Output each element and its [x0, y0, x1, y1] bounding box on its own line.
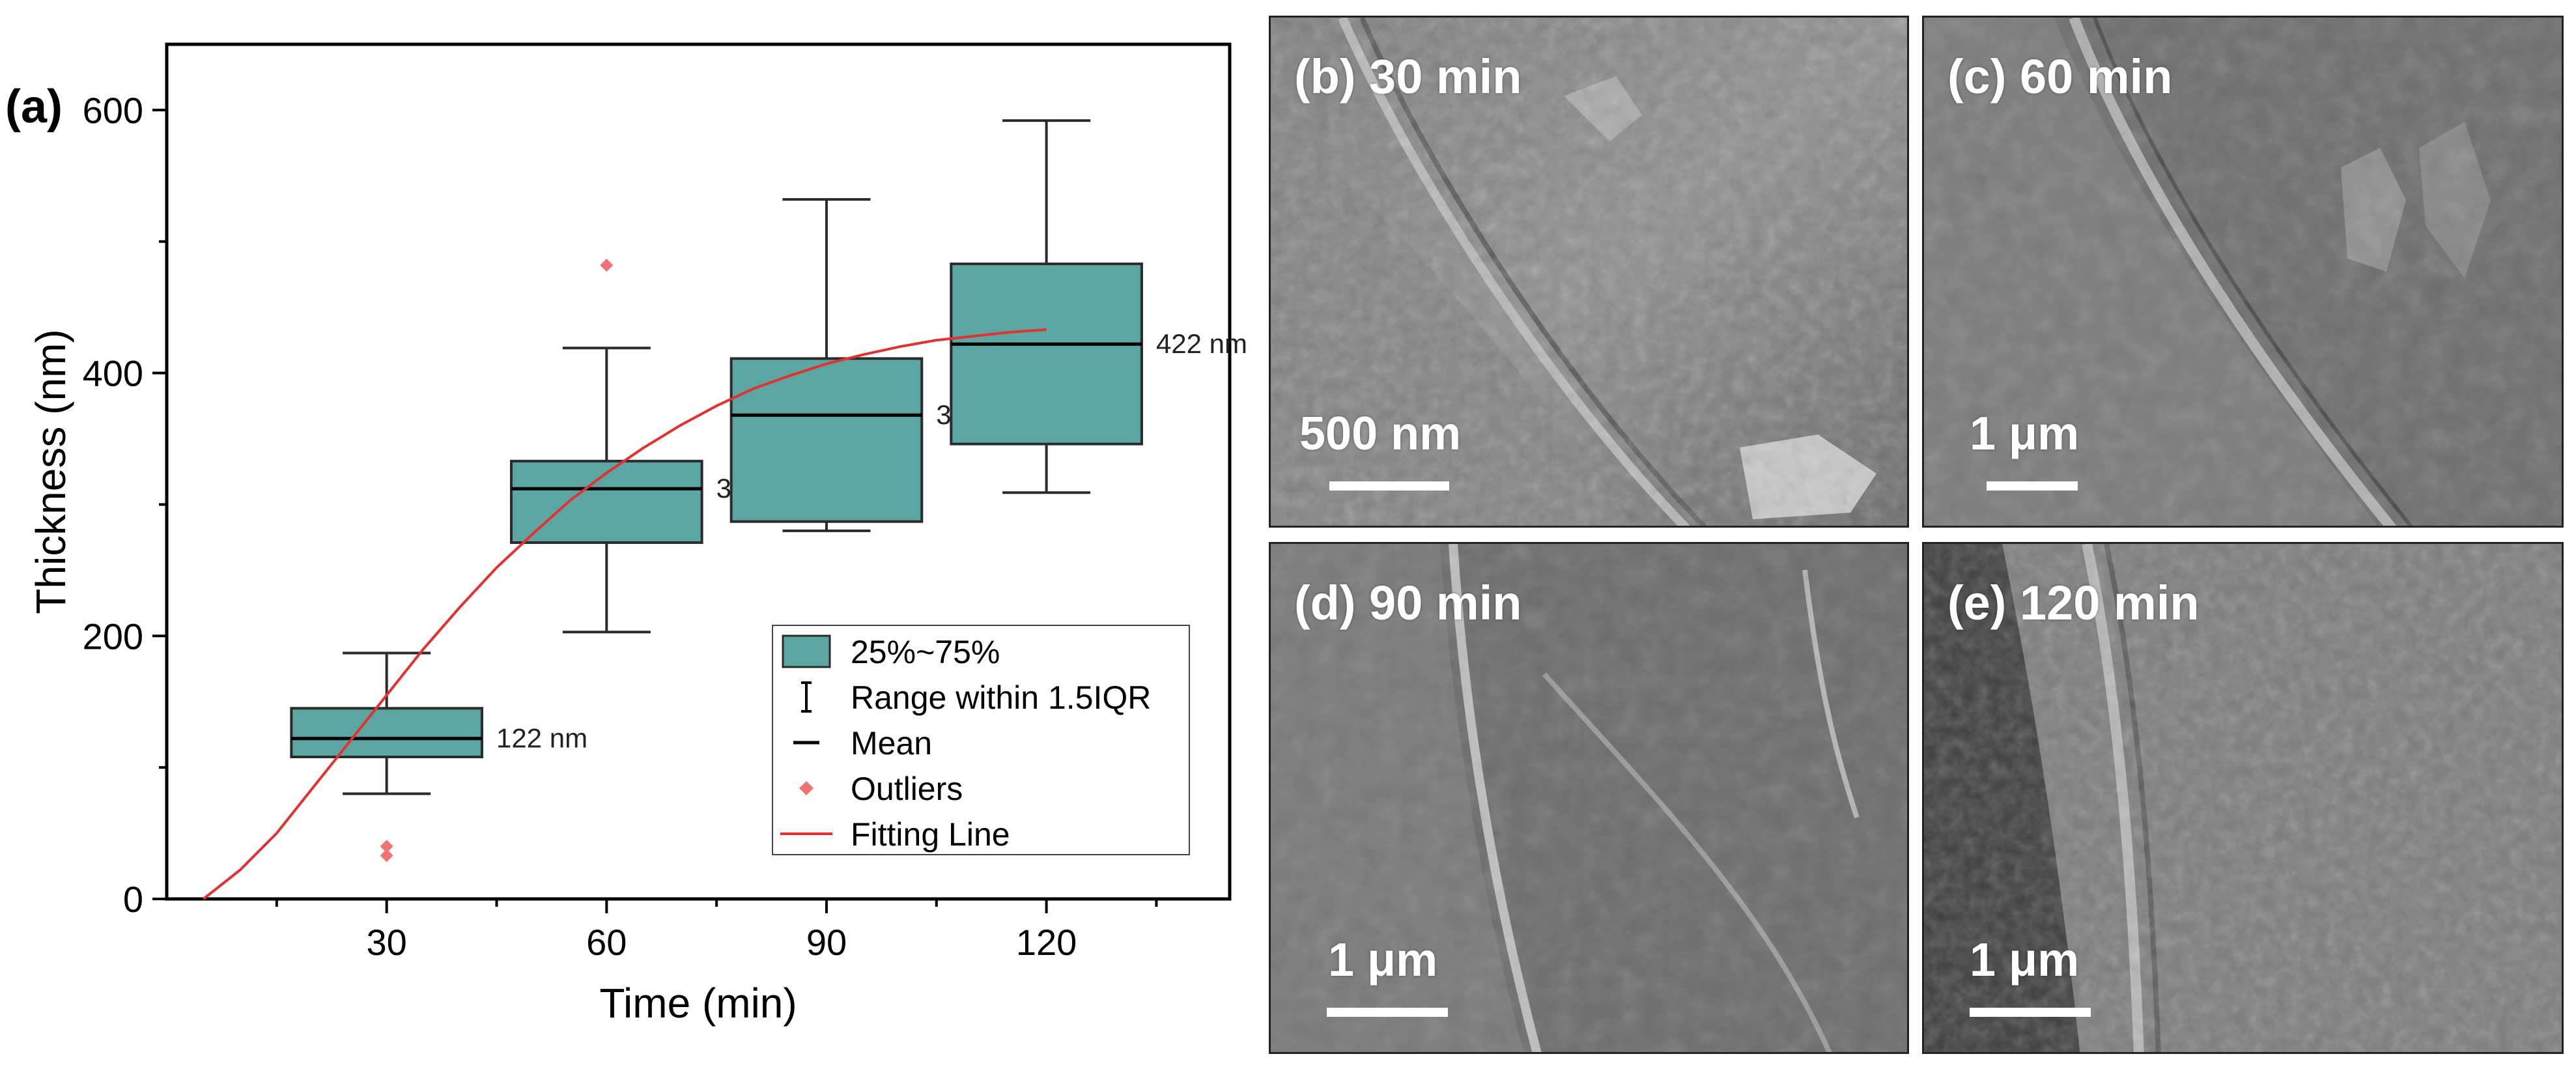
outlier-point: [380, 840, 393, 853]
iqr-box: [290, 707, 483, 759]
sem-panel-c: (c) 60 min 1 μm: [1922, 16, 2564, 528]
scale-bar-b: [1329, 481, 1449, 491]
plot-frame: [165, 42, 1232, 901]
sem-panel-e: (e) 120 min 1 μm: [1922, 542, 2564, 1054]
scale-label-c: 1 μm: [1970, 408, 2080, 460]
outlier-point: [600, 259, 614, 272]
scale-label-d: 1 μm: [1328, 934, 1438, 986]
legend-box-swatch: [782, 634, 831, 668]
legend-label: Fitting Line: [851, 816, 1010, 853]
x-axis-ticks: 30 60 90 120: [275, 899, 1158, 963]
x-tick-label: 30: [367, 922, 407, 963]
sem-label-c: (c) 60 min: [1947, 50, 2173, 104]
box-group: 422 nm: [950, 119, 1247, 494]
box-group: 122 nm: [290, 651, 587, 862]
sem-label-e: (e) 120 min: [1947, 576, 2200, 630]
fitting-line: [203, 328, 1047, 900]
y-tick-label: 0: [123, 879, 143, 920]
y-tick-label: 600: [83, 90, 143, 131]
sem-image-d: [1271, 544, 1907, 1052]
legend: 25%~75% Range within 1.5IQR Mean Outliers Fi…: [772, 625, 1190, 855]
scale-bar-e: [1970, 1008, 2091, 1017]
y-axis-ticks: 0 200 400 600: [83, 90, 167, 920]
sem-label-d: (d) 90 min: [1294, 576, 1522, 630]
mean-value-label: 422 nm: [1156, 328, 1247, 359]
legend-label: Mean: [851, 725, 932, 761]
x-tick-label: 120: [1016, 922, 1077, 963]
sem-image-b: [1271, 18, 1907, 526]
iqr-box: [509, 459, 703, 544]
x-tick-label: 60: [586, 922, 627, 963]
scale-bar-d: [1327, 1008, 1448, 1017]
sem-panel-b: (b) 30 min 500 nm: [1269, 16, 1909, 528]
legend-label: Range within 1.5IQR: [851, 679, 1151, 716]
legend-outlier-swatch: [799, 781, 814, 795]
panel-a-label: (a): [5, 81, 63, 133]
scale-bar-c: [1987, 481, 2078, 491]
sem-image-c: [1924, 18, 2562, 526]
legend-label: 25%~75%: [851, 634, 1000, 670]
iqr-box: [729, 357, 924, 523]
legend-label: Outliers: [851, 771, 963, 807]
y-axis-label: Thickness (nm): [27, 329, 74, 614]
mean-value-label: 122 nm: [496, 723, 587, 754]
iqr-box: [950, 263, 1143, 446]
sem-label-b: (b) 30 min: [1294, 50, 1522, 104]
sem-panel-d: (d) 90 min 1 μm: [1269, 542, 1909, 1054]
scale-label-b: 500 nm: [1299, 408, 1462, 460]
legend-frame: [772, 625, 1190, 855]
y-tick-label: 200: [83, 616, 143, 657]
y-tick-label: 400: [83, 353, 143, 394]
outlier-point: [380, 849, 393, 862]
sem-image-e: [1924, 544, 2562, 1052]
scale-label-e: 1 μm: [1970, 934, 2080, 986]
x-axis-label: Time (min): [599, 980, 797, 1027]
x-tick-label: 90: [806, 922, 847, 963]
